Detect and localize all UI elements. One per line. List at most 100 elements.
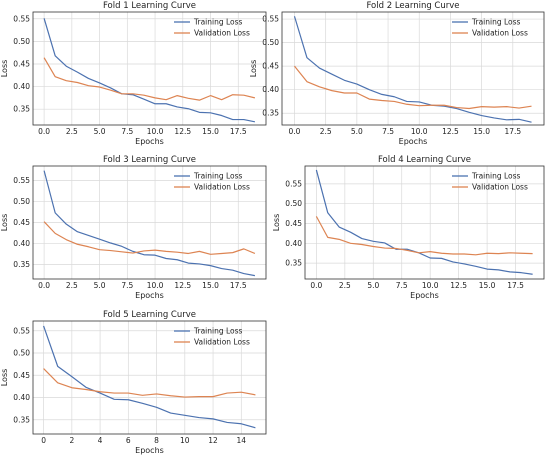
x-tick-label: 5.0 [94, 281, 106, 290]
chart-title: Fold 5 Learning Curve [103, 310, 196, 320]
x-tick-label: 7.5 [121, 281, 133, 290]
y-tick-label: 0.35 [13, 105, 30, 114]
x-tick-label: 10.0 [147, 281, 164, 290]
y-tick-label: 0.40 [13, 82, 30, 91]
x-tick-label: 17.5 [230, 127, 247, 136]
legend-label: Validation Loss [194, 338, 250, 347]
series-validation-loss [315, 216, 533, 256]
series-training-loss [293, 16, 532, 123]
y-axis-label: Loss [0, 60, 9, 78]
legend-label: Validation Loss [194, 29, 250, 38]
gridlines [305, 166, 544, 279]
x-tick-label: 2.5 [66, 127, 78, 136]
x-tick-label: 0.0 [38, 281, 50, 290]
series-line [43, 325, 256, 429]
series-validation-loss [43, 368, 256, 398]
y-tick-label: 0.40 [13, 393, 30, 402]
chart-title: Fold 2 Learning Curve [366, 1, 459, 11]
series-training-loss [43, 170, 256, 277]
legend-label: Validation Loss [472, 183, 528, 192]
x-tick-label: 12.5 [174, 281, 191, 290]
y-tick-label: 0.50 [13, 349, 30, 358]
legend-label: Training Loss [193, 18, 243, 27]
x-tick-label: 0.0 [38, 127, 50, 136]
x-tick-label: 12.5 [174, 127, 191, 136]
x-tick-label: 0 [41, 436, 46, 445]
x-tick-label: 7.5 [121, 127, 133, 136]
y-tick-label: 0.55 [285, 179, 302, 188]
series-line [43, 221, 256, 255]
plot-frame [32, 165, 267, 280]
y-tick-label: 0.35 [13, 260, 30, 269]
series-line [315, 169, 533, 275]
x-tick-label: 15.0 [473, 127, 490, 136]
y-tick-label: 0.55 [13, 326, 30, 335]
plot-frame [32, 11, 267, 126]
x-tick-label: 15.0 [479, 281, 496, 290]
legend-label: Training Loss [193, 327, 243, 336]
y-tick-label: 0.35 [262, 109, 279, 118]
y-tick-label: 0.40 [13, 239, 30, 248]
series-training-loss [315, 169, 533, 275]
x-tick-label: 14 [237, 436, 247, 445]
x-axis-label: Epochs [410, 291, 439, 300]
chart-fold-2: 0.35 0.40 0.45 0.50 0.55 0.0 2.5 5.0 7.5 10.0 12.5… [249, 1, 545, 146]
x-axis-label: Epochs [135, 137, 164, 146]
chart-fold-1: 0.35 0.40 0.45 0.50 0.55 0.0 2.5 5.0 7.5 10.0 12.5… [0, 1, 267, 146]
gridlines [33, 12, 266, 125]
y-axis-label: Loss [0, 369, 9, 387]
legend: Training Loss Validation Loss [452, 18, 528, 38]
gridlines [33, 166, 266, 279]
x-tick-label: 5.0 [367, 281, 379, 290]
legend: Training Loss Validation Loss [174, 18, 250, 38]
plot-frame [32, 320, 267, 435]
y-tick-label: 0.50 [13, 197, 30, 206]
chart-fold-4: 0.35 0.40 0.45 0.50 0.55 0.0 2.5 5.0 7.5 10.0 12.5… [272, 155, 545, 300]
plot-frame [304, 165, 545, 280]
legend-label: Training Loss [471, 18, 521, 27]
legend: Training Loss Validation Loss [174, 327, 250, 347]
x-axis-label: Epochs [399, 137, 428, 146]
x-tick-label: 5.0 [94, 127, 106, 136]
y-axis-label: Loss [272, 214, 281, 232]
series-validation-loss [43, 221, 256, 255]
legend-label: Validation Loss [194, 183, 250, 192]
series-line [43, 18, 256, 123]
y-tick-label: 0.50 [262, 38, 279, 47]
y-tick-label: 0.50 [13, 37, 30, 46]
y-tick-label: 0.55 [13, 176, 30, 185]
y-tick-label: 0.50 [285, 199, 302, 208]
legend: Training Loss Validation Loss [452, 172, 528, 192]
y-tick-label: 0.45 [262, 62, 279, 71]
x-tick-label: 2 [69, 436, 74, 445]
x-tick-label: 2.5 [66, 281, 78, 290]
x-tick-label: 15.0 [202, 127, 219, 136]
y-tick-label: 0.35 [285, 259, 302, 268]
legend-label: Training Loss [471, 172, 521, 181]
y-tick-label: 0.45 [13, 371, 30, 380]
series-training-loss [43, 18, 256, 123]
x-tick-label: 0.0 [289, 127, 301, 136]
x-tick-label: 0.0 [310, 281, 322, 290]
chart-title: Fold 3 Learning Curve [103, 155, 196, 165]
x-tick-label: 12.5 [450, 281, 467, 290]
x-tick-label: 7.5 [396, 281, 408, 290]
series-training-loss [43, 325, 256, 429]
y-tick-label: 0.45 [285, 219, 302, 228]
x-axis-label: Epochs [135, 291, 164, 300]
x-tick-label: 2.5 [339, 281, 351, 290]
x-tick-label: 17.5 [230, 281, 247, 290]
chart-title: Fold 1 Learning Curve [103, 1, 196, 11]
x-tick-label: 10.0 [147, 127, 164, 136]
y-tick-label: 0.45 [13, 218, 30, 227]
series-line [293, 16, 532, 123]
series-line [43, 368, 256, 398]
x-tick-label: 12 [208, 436, 218, 445]
x-tick-label: 8 [154, 436, 159, 445]
y-tick-label: 0.45 [13, 59, 30, 68]
x-tick-label: 17.5 [504, 127, 521, 136]
chart-fold-3: 0.35 0.40 0.45 0.50 0.55 0.0 2.5 5.0 7.5 10.0 12.5… [0, 155, 267, 300]
y-tick-label: 0.40 [262, 85, 279, 94]
series-line [43, 57, 256, 101]
